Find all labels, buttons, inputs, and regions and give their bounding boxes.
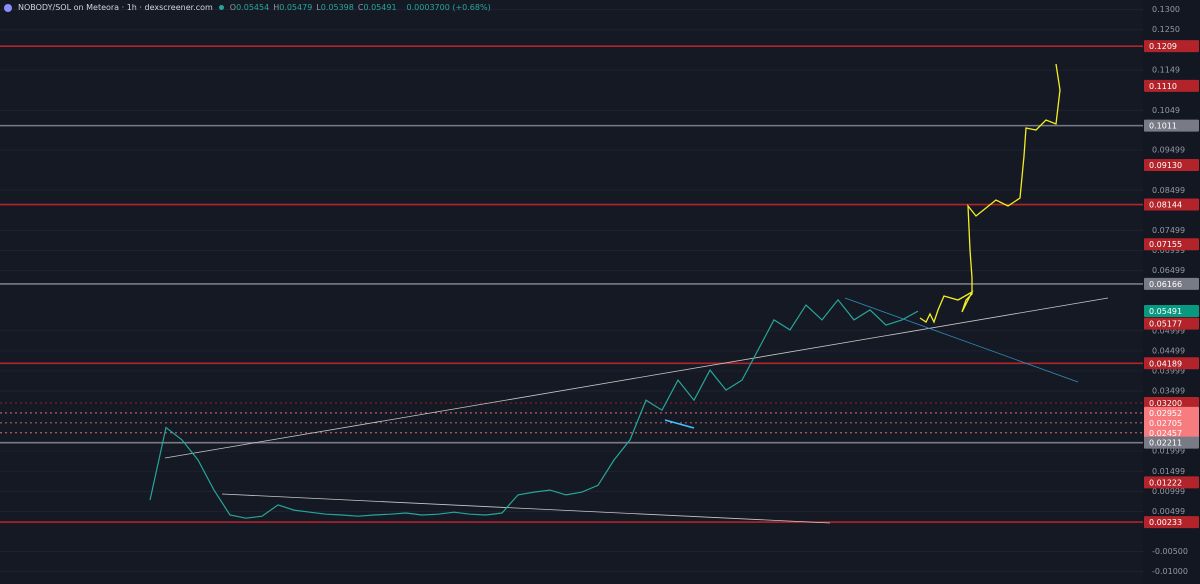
ohlc: O0.05454 H0.05479 L0.05398 C0.05491	[230, 3, 401, 12]
level-tag	[1144, 416, 1199, 429]
level-tag	[1144, 79, 1199, 92]
ohlc-key: C	[357, 3, 364, 12]
level-label: 0.02952	[1149, 409, 1182, 418]
ohlc-value: 0.05479	[279, 3, 313, 12]
level-tag	[1144, 119, 1199, 132]
trendline	[664, 419, 695, 429]
level-label: 0.00233	[1149, 518, 1182, 527]
level-label: 0.05491	[1149, 307, 1182, 316]
trendline	[164, 297, 1109, 459]
y-tick-label: 0.01499	[1152, 467, 1185, 476]
price-line	[149, 298, 919, 519]
y-tick-label: 0.09499	[1152, 146, 1185, 155]
y-tick-label: -0.01000	[1152, 567, 1188, 576]
level-label: 0.03200	[1149, 399, 1182, 408]
level-tag	[1144, 40, 1199, 53]
level-tag	[1144, 158, 1199, 171]
level-label: 0.06166	[1149, 280, 1182, 289]
level-tag	[1144, 317, 1199, 330]
level-tag	[1144, 396, 1199, 409]
level-label: 0.04189	[1149, 359, 1182, 368]
y-tick-label: 0.1149	[1152, 66, 1180, 75]
trendline	[221, 493, 831, 524]
level-label: 0.02457	[1149, 429, 1182, 438]
level-tag	[1144, 406, 1199, 419]
plot	[149, 298, 919, 519]
level-tag	[1144, 198, 1199, 211]
level-tag	[1144, 426, 1199, 439]
y-tick-label: 0.03499	[1152, 386, 1185, 395]
level-label: 0.02705	[1149, 419, 1182, 428]
annotation-drawing	[919, 63, 1061, 324]
level-label: 0.01222	[1149, 478, 1182, 487]
level-tag	[1144, 305, 1199, 318]
grid: 0.1300 0.1250 0.1149 0.1049 0.09499 0.08499 0.…	[0, 5, 1188, 576]
change: 0.0003700 (+0.68%)	[406, 3, 491, 12]
trendline	[844, 297, 1079, 383]
symbol-icon	[4, 3, 12, 12]
y-tick-label: 0.06999	[1152, 246, 1185, 255]
y-tick-label: 0.00499	[1152, 507, 1185, 516]
level-label: 0.02211	[1149, 439, 1182, 448]
level-tag	[1144, 277, 1199, 290]
y-tick-label: 0.06499	[1152, 266, 1185, 275]
level-label: 0.07155	[1149, 240, 1182, 249]
ohlc-value: 0.05491	[363, 3, 397, 12]
y-tick-label: 0.01999	[1152, 447, 1185, 456]
y-tick-label: 0.03999	[1152, 366, 1185, 375]
ohlc-key: L	[316, 3, 321, 12]
level-tag	[1144, 238, 1199, 251]
y-tick-label: 0.1250	[1152, 25, 1180, 34]
levels: 0.12090.11100.10110.091300.081440.071550…	[0, 40, 1199, 529]
y-tick-label: 0.04999	[1152, 326, 1185, 335]
level-tag	[1144, 476, 1199, 489]
y-tick-label: 0.00999	[1152, 487, 1185, 496]
y-tick-label: -0.00500	[1152, 547, 1188, 556]
ohlc-value: 0.05454	[236, 3, 270, 12]
ohlc-key: O	[229, 3, 237, 12]
level-tag	[1144, 436, 1199, 449]
status-dot	[218, 5, 224, 10]
y-tick-label: 0.08499	[1152, 186, 1185, 195]
ohlc-key: H	[273, 3, 280, 12]
header: NOBODY/SOL on Meteora · 1h · dexscreener…	[4, 3, 491, 12]
level-label: 0.09130	[1149, 161, 1182, 170]
y-tick-label: 0.1300	[1152, 5, 1180, 14]
level-label: 0.08144	[1149, 201, 1182, 210]
level-label: 0.05177	[1149, 320, 1182, 329]
ohlc-value: 0.05398	[320, 3, 354, 12]
y-tick-label: 0.1049	[1152, 106, 1180, 115]
level-tag	[1144, 357, 1199, 370]
y-tick-label: 0.07499	[1152, 226, 1185, 235]
y-tick-label: 0.04499	[1152, 346, 1185, 355]
level-label: 0.1011	[1149, 122, 1177, 131]
level-label: 0.1209	[1149, 42, 1177, 51]
symbol: NOBODY/SOL on Meteora · 1h · dexscreener…	[18, 3, 213, 12]
level-tag	[1144, 516, 1199, 529]
level-label: 0.1110	[1149, 82, 1177, 91]
